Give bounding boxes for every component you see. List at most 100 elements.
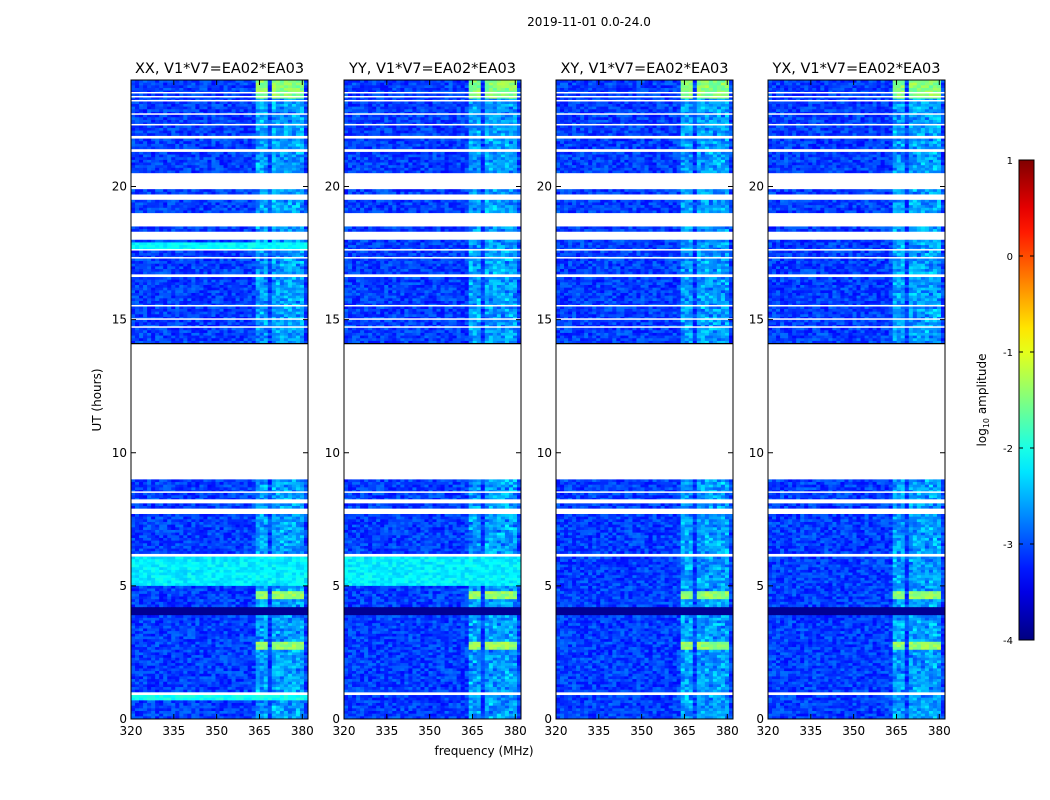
colorbar-tick-label: 1 — [1007, 156, 1013, 167]
data-gap — [344, 499, 521, 504]
y-tick-label: 0 — [332, 712, 340, 726]
data-gap — [131, 553, 308, 557]
data-gap — [556, 249, 733, 251]
y-tick-label: 0 — [119, 712, 127, 726]
x-tick-label: 335 — [162, 724, 185, 738]
data-gap — [131, 231, 308, 240]
data-gap — [344, 304, 521, 307]
data-gap — [768, 343, 945, 480]
y-tick-label: 10 — [537, 446, 552, 460]
data-gap — [131, 304, 308, 307]
x-tick-label: 365 — [885, 724, 908, 738]
data-gap — [131, 213, 308, 227]
data-gap — [768, 304, 945, 307]
colorbar-gradient — [1018, 159, 1035, 641]
x-axis-label: frequency (MHz) — [434, 744, 533, 758]
heatmap — [556, 80, 733, 719]
data-gap — [131, 274, 308, 278]
panel-title: XX, V1*V7=EA02*EA03 — [135, 61, 304, 77]
data-gap — [344, 113, 521, 115]
y-tick-label: 0 — [544, 712, 552, 726]
x-tick-label: 350 — [205, 724, 228, 738]
plot-frame — [343, 79, 522, 720]
data-gap — [768, 149, 945, 152]
colorbar-tick-label: -2 — [1003, 444, 1013, 455]
x-tick-label: 365 — [673, 724, 696, 738]
data-gap — [556, 304, 733, 307]
data-gap — [556, 692, 733, 696]
x-tick-label: 380 — [928, 724, 951, 738]
colorbar: 1 0 -1 -2 -3 -4 — [1003, 156, 1035, 647]
y-tick-label: 15 — [112, 313, 127, 327]
data-gap — [344, 326, 521, 328]
y-tick-label: 20 — [325, 180, 340, 194]
panel-title: YY, V1*V7=EA02*EA03 — [348, 61, 516, 77]
data-gap — [768, 99, 945, 102]
panel-title: XY, V1*V7=EA02*EA03 — [560, 61, 728, 77]
data-gap — [131, 194, 308, 200]
colorbar-tick-label: -1 — [1003, 348, 1013, 359]
panel-yy: YY, V1*V7=EA02*EA03 320 335 350 365 380 0 5 10 15… — [325, 61, 527, 738]
data-gap — [768, 213, 945, 227]
x-tick-label: 365 — [248, 724, 271, 738]
colorbar-tick-label: 0 — [1007, 252, 1013, 263]
y-tick-label: 5 — [544, 579, 552, 593]
y-tick-label: 5 — [332, 579, 340, 593]
data-gap — [131, 343, 308, 480]
data-gap — [344, 231, 521, 240]
x-tick-label: 320 — [120, 724, 143, 738]
y-tick-label: 20 — [112, 180, 127, 194]
data-gap — [768, 499, 945, 504]
figure-suptitle: 2019-11-01 0.0-24.0 — [527, 15, 651, 29]
y-tick-label: 10 — [112, 446, 127, 460]
data-gap — [344, 95, 521, 98]
data-gap — [556, 91, 733, 94]
data-gap — [556, 99, 733, 102]
plot-frame — [767, 79, 946, 720]
heatmap — [768, 80, 945, 719]
y-tick-label: 15 — [749, 313, 764, 327]
data-gap — [131, 692, 308, 696]
x-tick-label: 320 — [757, 724, 780, 738]
panel-xx: XX, V1*V7=EA02*EA03 320 335 350 365 380 0 5 10 15… — [112, 61, 314, 738]
y-tick-label: 0 — [756, 712, 764, 726]
data-gap — [556, 194, 733, 200]
data-gap — [131, 499, 308, 504]
data-gap — [556, 508, 733, 514]
panel-title: YX, V1*V7=EA02*EA03 — [771, 61, 940, 77]
x-tick-label: 380 — [291, 724, 314, 738]
data-gap — [131, 257, 308, 259]
data-gap — [556, 499, 733, 504]
colorbar-tick-label: -3 — [1003, 540, 1013, 551]
y-tick-label: 5 — [756, 579, 764, 593]
x-tick-label: 350 — [418, 724, 441, 738]
data-gap — [768, 508, 945, 514]
data-gap — [344, 692, 521, 696]
data-gap — [344, 194, 521, 200]
data-gap — [131, 173, 308, 190]
data-gap — [768, 91, 945, 94]
data-gap — [768, 491, 945, 493]
plot-frame — [130, 79, 309, 720]
data-gap — [768, 113, 945, 115]
data-gap — [556, 173, 733, 190]
colorbar-label: log10 amplitude — [975, 354, 991, 447]
data-gap — [344, 553, 521, 557]
data-gap — [768, 318, 945, 320]
heatmap — [344, 80, 521, 719]
y-tick-label: 5 — [119, 579, 127, 593]
data-gap — [344, 343, 521, 480]
data-gap — [556, 231, 733, 240]
data-gap — [131, 326, 308, 328]
x-tick-label: 335 — [587, 724, 610, 738]
data-gap — [768, 231, 945, 240]
data-gap — [344, 491, 521, 493]
y-tick-label: 10 — [749, 446, 764, 460]
data-gap — [344, 149, 521, 152]
data-gap — [131, 318, 308, 320]
x-tick-label: 380 — [716, 724, 739, 738]
data-gap — [768, 123, 945, 126]
data-gap — [556, 491, 733, 493]
y-tick-label: 10 — [325, 446, 340, 460]
